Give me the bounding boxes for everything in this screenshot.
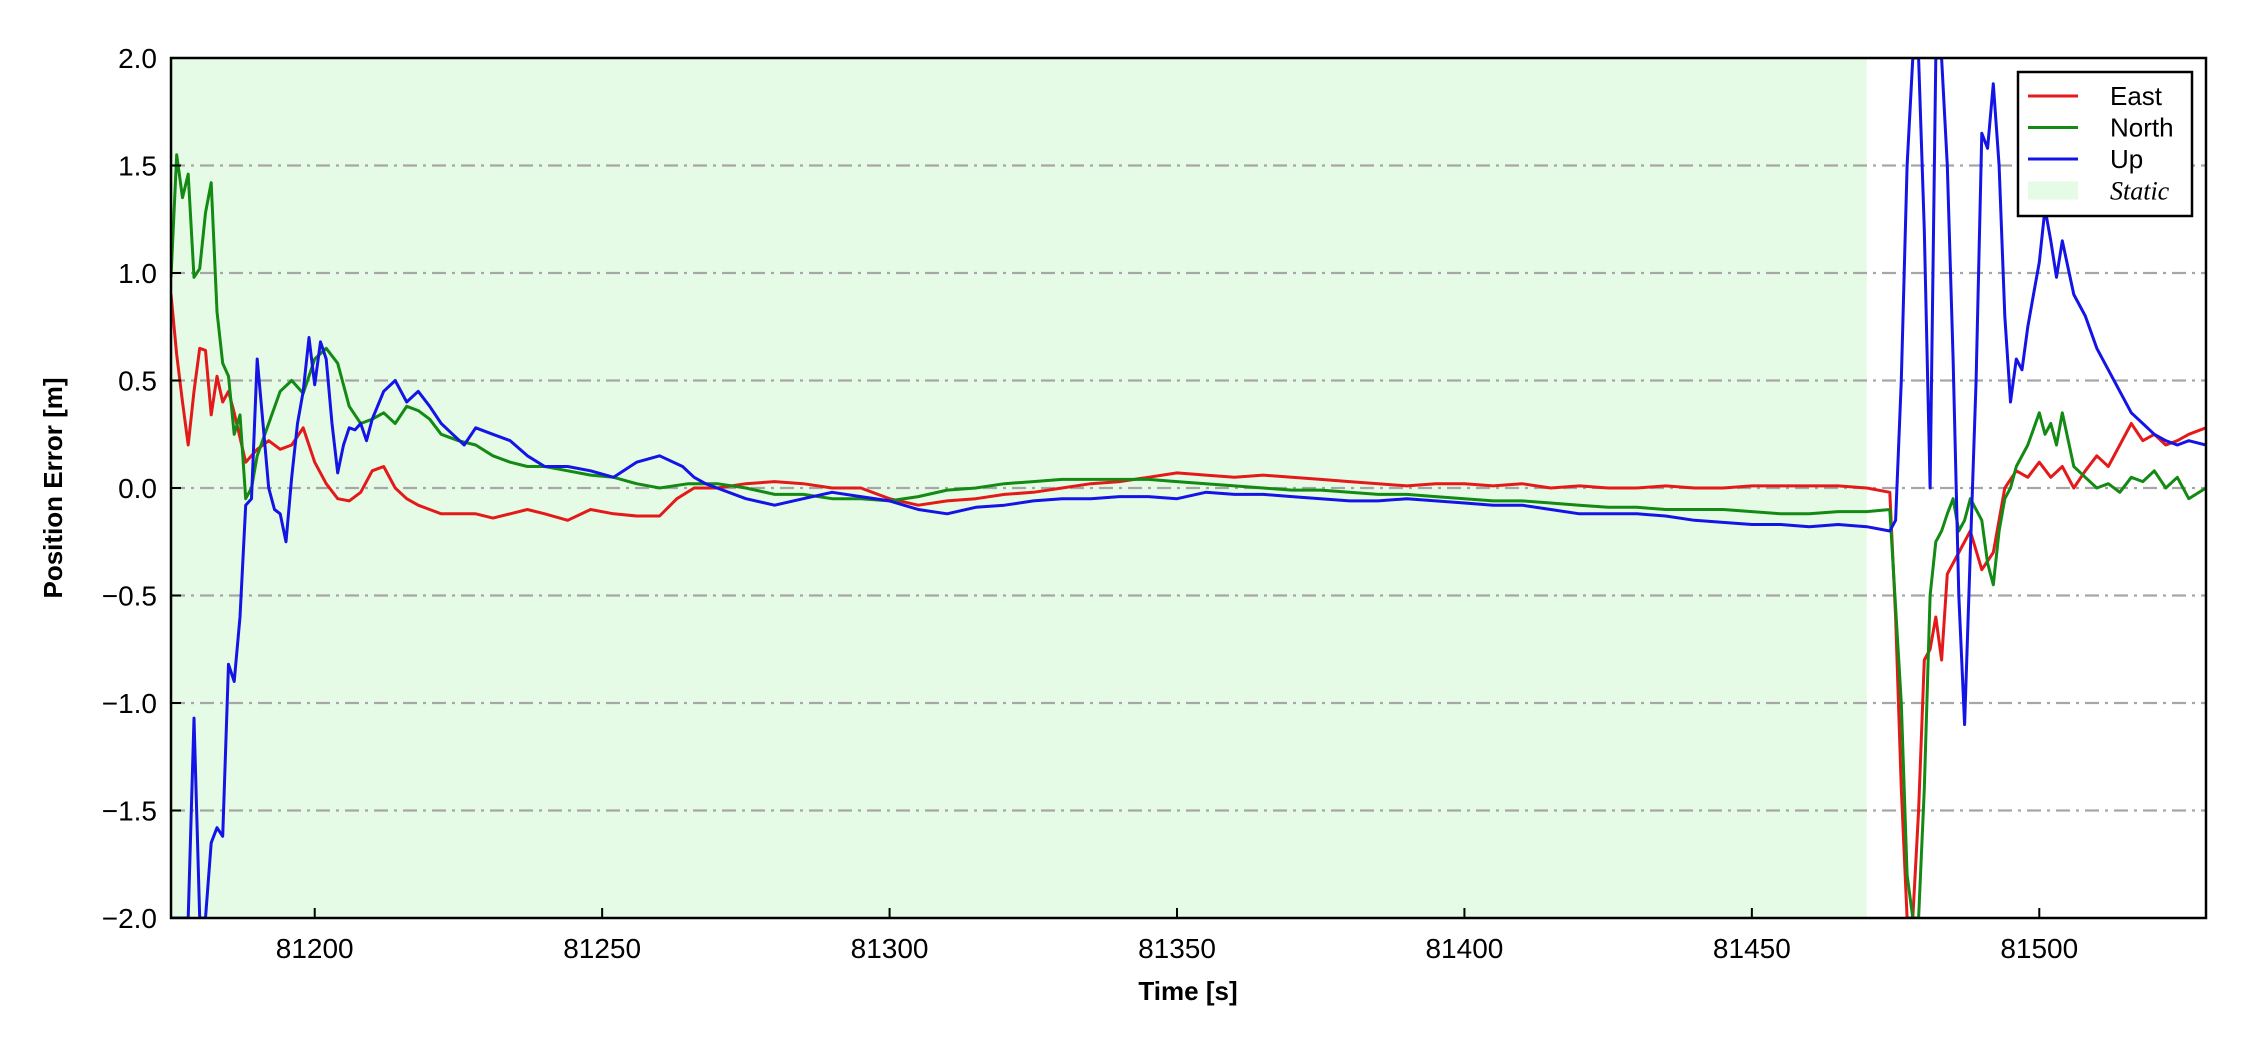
y-tick-label: −2.0 [102, 903, 157, 934]
x-tick-label: 81400 [1425, 933, 1503, 964]
series-layer [171, 58, 2206, 918]
legend-swatch-static [2028, 181, 2078, 200]
legend-label-north: North [2110, 113, 2174, 143]
y-axis-title: Position Error [m] [38, 377, 68, 598]
legend-label-static: Static [2110, 177, 2170, 206]
legend-label-up: Up [2110, 144, 2143, 174]
x-tick-label: 81250 [563, 933, 641, 964]
tick-layer: 81200 81250 81300 81350 81400 81450 81500 −2.0 −… [102, 43, 2079, 964]
series-line-up [171, 58, 2206, 918]
legend-label-east: East [2110, 81, 2163, 111]
x-tick-label: 81200 [276, 933, 354, 964]
x-tick-label: 81500 [2000, 933, 2078, 964]
y-tick-label: 1.0 [118, 258, 157, 289]
y-tick-label: 0.5 [118, 366, 157, 397]
y-tick-label: −1.0 [102, 688, 157, 719]
x-axis-title: Time [s] [1138, 976, 1237, 1006]
y-tick-label: 0.0 [118, 473, 157, 504]
series-line-east [171, 294, 2206, 918]
y-tick-label: 1.5 [118, 151, 157, 182]
x-tick-label: 81350 [1138, 933, 1216, 964]
y-tick-label: 2.0 [118, 43, 157, 74]
x-tick-label: 81450 [1713, 933, 1791, 964]
y-tick-label: −1.5 [102, 796, 157, 827]
y-tick-label: −0.5 [102, 581, 157, 612]
x-tick-label: 81300 [851, 933, 929, 964]
